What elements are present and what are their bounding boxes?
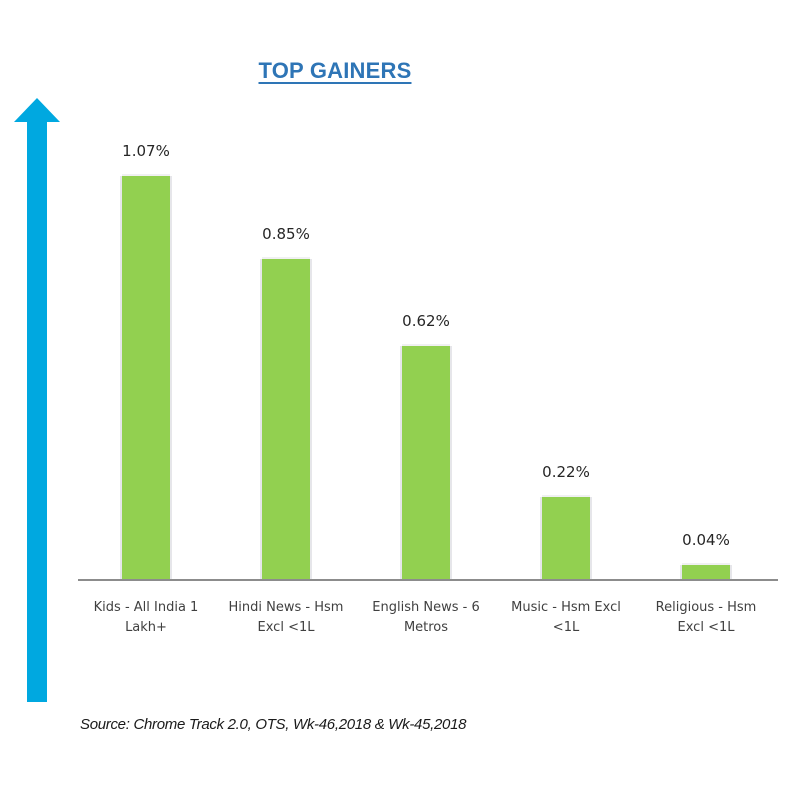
bar	[262, 259, 310, 580]
bar-value-label: 0.85%	[262, 225, 310, 244]
category-label: Religious - Hsm Excl <1L	[655, 600, 757, 635]
bar-value-label: 1.07%	[122, 141, 170, 160]
category-label: English News - 6 Metros	[372, 600, 480, 635]
bar-value-label: 0.62%	[402, 311, 450, 330]
category-label: Hindi News - Hsm Excl <1L	[228, 600, 344, 635]
bar	[122, 175, 170, 580]
category-label: Music - Hsm Excl <1L	[511, 600, 621, 635]
plot-area: 1.07% 0.85% 0.62% 0.22% 0.04%	[78, 100, 778, 580]
bar-value-label: 0.22%	[542, 462, 590, 481]
chart-title: TOP GAINERS	[258, 58, 412, 83]
source-note: Source: Chrome Track 2.0, OTS, Wk-46,201…	[80, 716, 467, 733]
category-label: Kids - All India 1 Lakh+	[93, 600, 199, 635]
bar	[542, 496, 590, 580]
up-arrow-icon	[14, 98, 60, 702]
x-axis-line	[78, 579, 778, 581]
bar-value-label: 0.04%	[682, 530, 730, 549]
bar	[402, 345, 450, 580]
bar	[682, 564, 730, 580]
